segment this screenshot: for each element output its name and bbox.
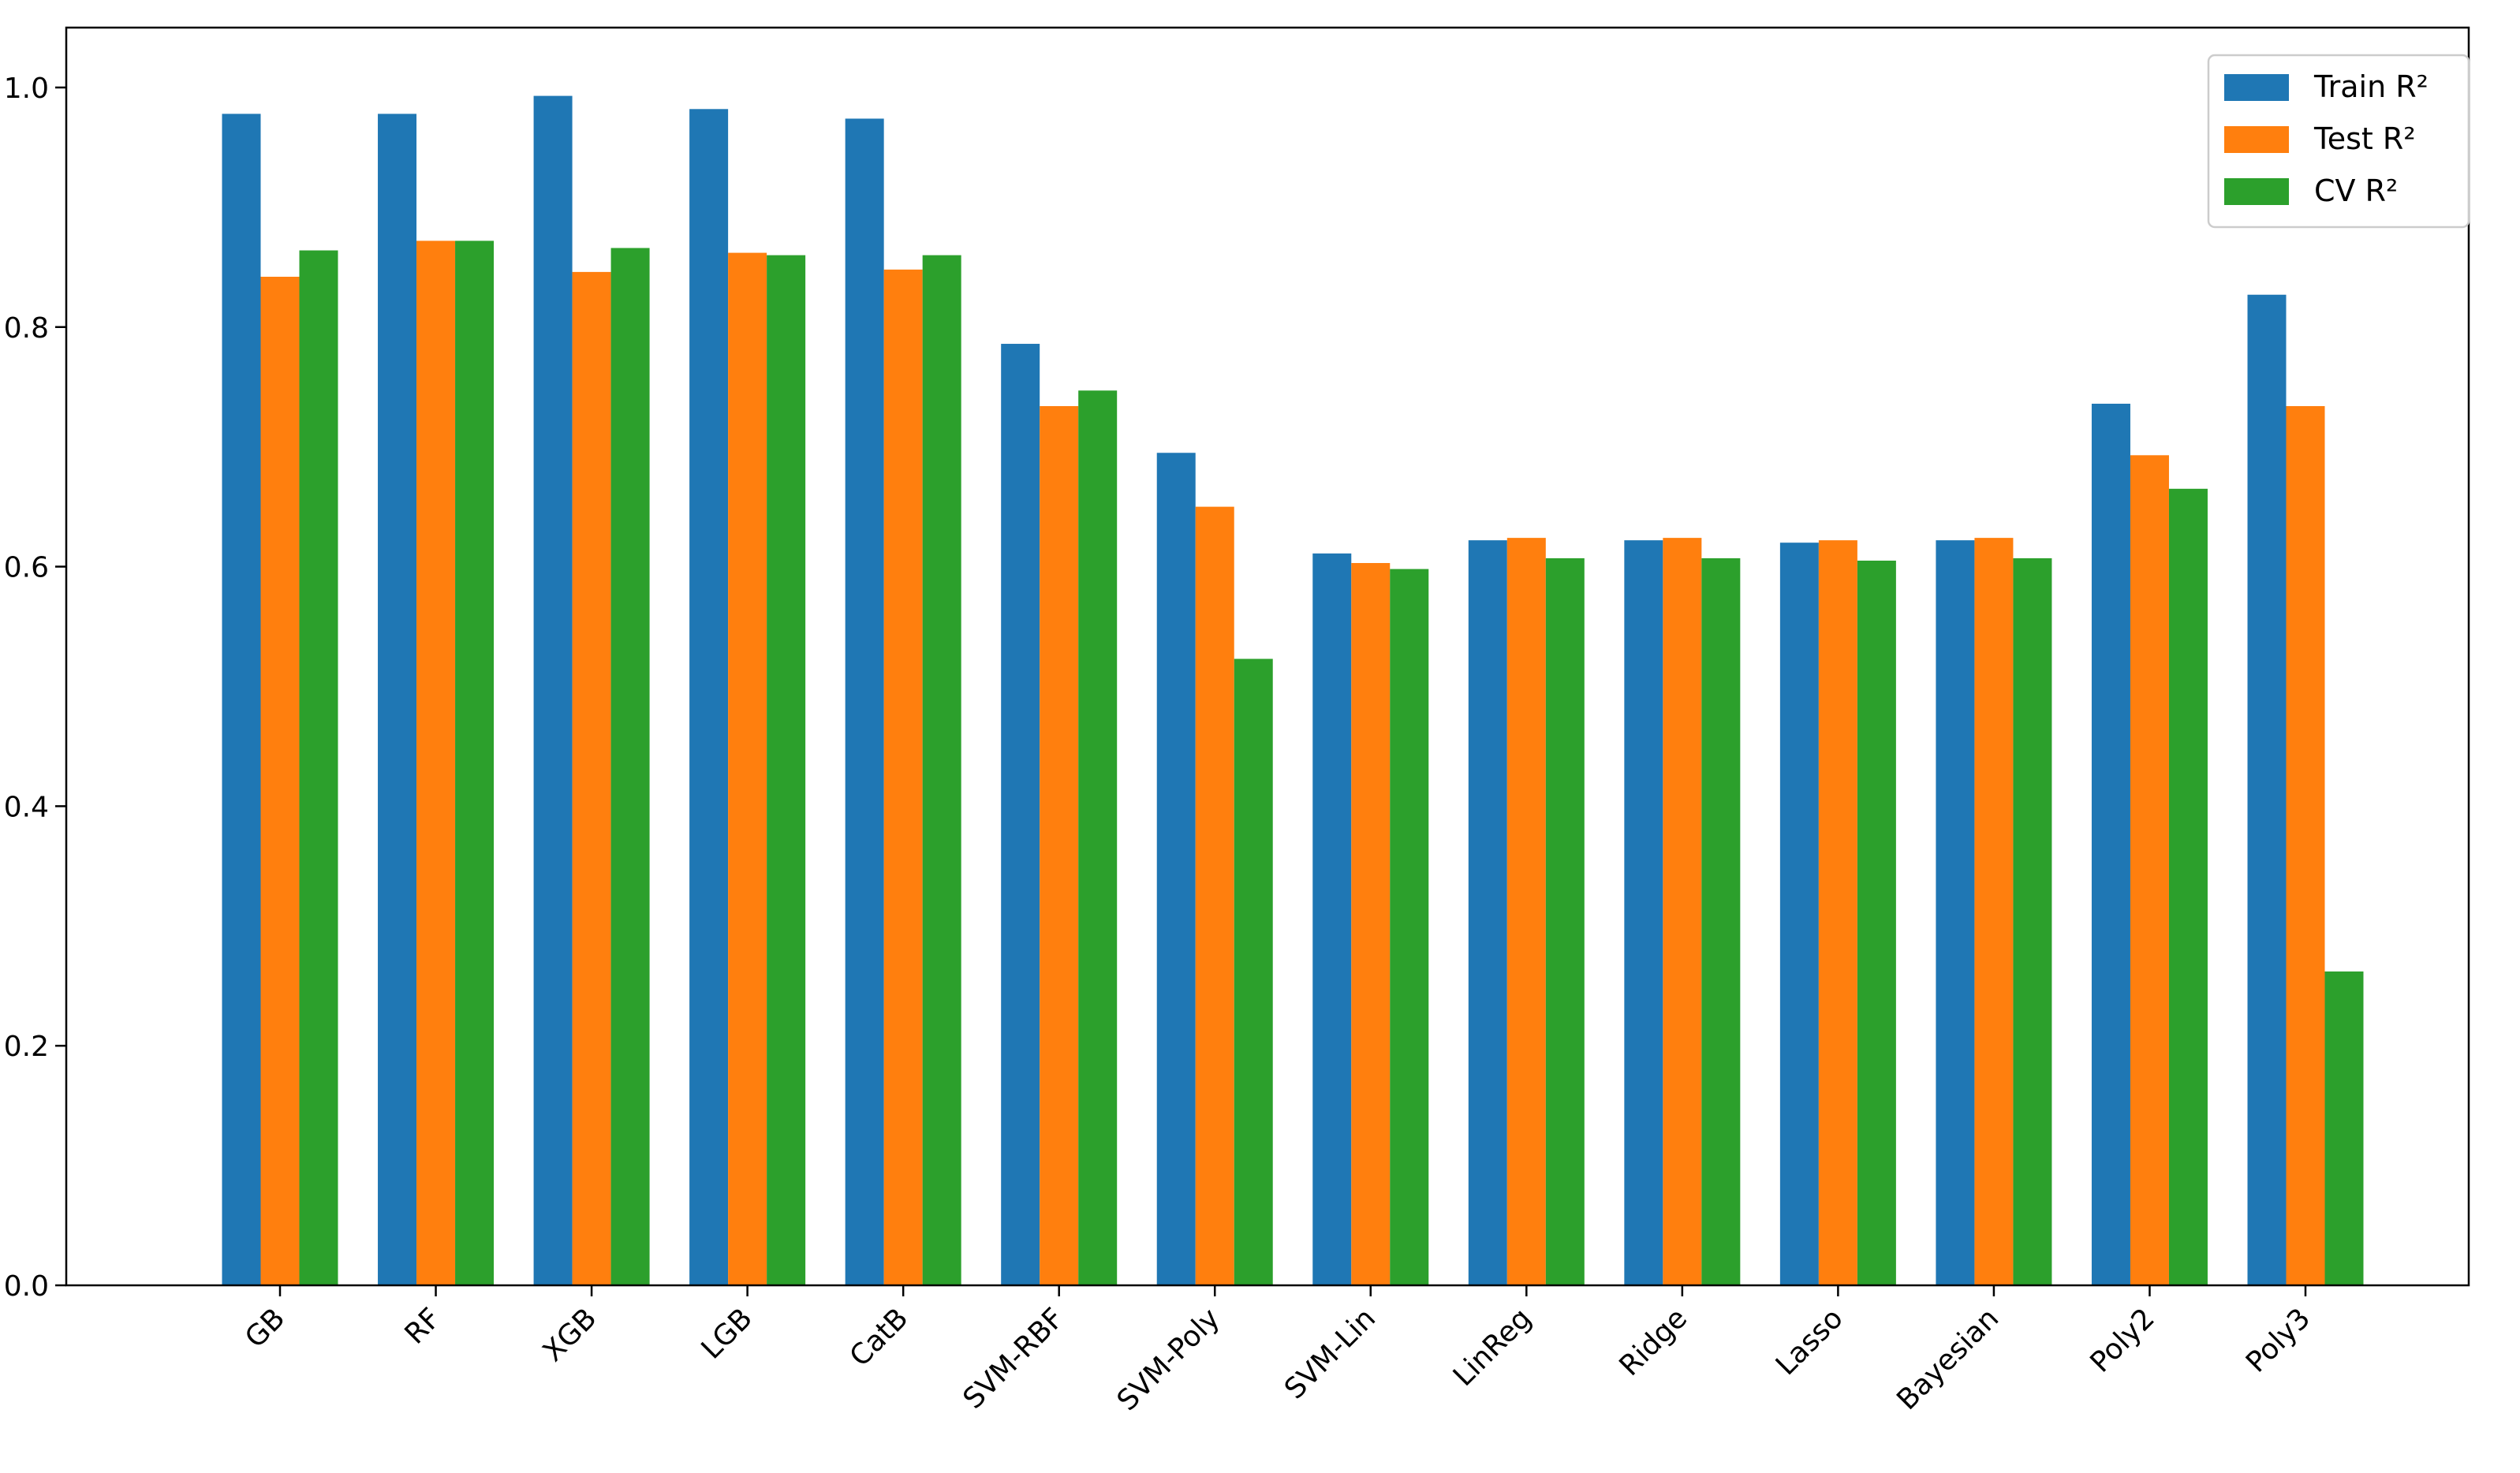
x-axis: GB RF XGB LGB CatB SVM-RBF SVM-Poly SVM-Lin LinR…: [239, 1285, 2317, 1417]
x-tick-label: SVM-Lin: [1279, 1302, 1382, 1405]
bar-gb-series-1: [222, 114, 261, 1285]
bar-bayesian-series-2: [1974, 538, 2014, 1285]
bar-poly3-series-3: [2324, 971, 2364, 1285]
x-tick-label: Ridge: [1613, 1302, 1693, 1382]
bar-ridge-series-1: [1624, 540, 1663, 1285]
x-tick-label: GB: [239, 1302, 291, 1354]
plot-area-frame: [65, 26, 2470, 1287]
x-tick-label: Bayesian: [1891, 1302, 2005, 1416]
bar-gb-series-2: [260, 276, 300, 1285]
bar-xgb-series-3: [610, 248, 650, 1285]
bar-poly3-series-1: [2247, 294, 2287, 1286]
bar-svm-rbf-series-1: [1001, 344, 1040, 1285]
bar-catb-series-3: [922, 255, 961, 1286]
bar-catb-series-2: [883, 269, 923, 1285]
x-tick-label: LinReg: [1447, 1302, 1538, 1393]
bar-rf-series-3: [455, 241, 495, 1285]
legend-swatch: [2224, 74, 2289, 101]
x-tick-label: SVM-RBF: [958, 1302, 1071, 1415]
bar-bayesian-series-1: [1936, 540, 1975, 1285]
bar-poly3-series-2: [2286, 406, 2325, 1285]
bar-linreg-series-3: [1545, 558, 1585, 1285]
bar-catb-series-1: [845, 118, 884, 1285]
bar-poly2-series-2: [2130, 455, 2169, 1285]
legend-swatch: [2224, 126, 2289, 153]
bar-lasso-series-1: [1779, 543, 1819, 1285]
bar-svm-lin-series-1: [1312, 553, 1352, 1285]
x-tick-label: RF: [399, 1302, 447, 1350]
y-tick-label: 0.0: [4, 1270, 49, 1303]
bar-svm-poly-series-2: [1195, 506, 1234, 1285]
bar-ridge-series-3: [1701, 558, 1741, 1285]
x-tick-label: SVM-Poly: [1111, 1302, 1226, 1417]
bar-poly2-series-1: [2091, 403, 2130, 1285]
bar-svm-rbf-series-2: [1040, 406, 1079, 1285]
y-tick-label: 0.8: [4, 312, 49, 345]
x-tick-label: Poly3: [2240, 1302, 2317, 1378]
bar-svm-poly-series-3: [1234, 658, 1273, 1285]
x-tick-label: XGB: [537, 1302, 603, 1368]
bar-gb-series-3: [299, 250, 338, 1285]
bar-svm-lin-series-3: [1390, 569, 1429, 1285]
y-tick-label: 0.2: [4, 1031, 49, 1063]
bar-svm-poly-series-1: [1156, 453, 1196, 1285]
legend-label: CV R²: [2314, 173, 2398, 208]
bar-linreg-series-1: [1468, 540, 1507, 1285]
bar-xgb-series-2: [572, 271, 611, 1285]
bar-rf-series-1: [378, 114, 417, 1285]
x-tick-label: LGB: [696, 1302, 759, 1365]
bar-svm-lin-series-2: [1351, 563, 1391, 1285]
bars-layer: [222, 95, 2364, 1286]
legend-label: Train R²: [2313, 69, 2429, 104]
x-tick-label: CatB: [844, 1302, 915, 1373]
y-tick-label: 0.4: [4, 791, 49, 823]
bar-ridge-series-2: [1663, 538, 1702, 1285]
bar-lasso-series-3: [1857, 560, 1896, 1285]
bar-bayesian-series-3: [2013, 558, 2052, 1285]
legend: Train R² Test R² CV R²: [2207, 54, 2470, 229]
bar-lgb-series-2: [728, 252, 767, 1286]
bar-svm-rbf-series-3: [1078, 390, 1118, 1285]
y-tick-label: 0.6: [4, 552, 49, 584]
x-tick-label: Poly2: [2084, 1302, 2160, 1378]
legend-label: Test R²: [2313, 121, 2416, 156]
y-tick-label: 1.0: [4, 73, 49, 105]
bar-lasso-series-2: [1818, 540, 1857, 1285]
x-tick-label: Lasso: [1770, 1302, 1850, 1382]
legend-swatch: [2224, 178, 2289, 205]
bar-lgb-series-3: [767, 255, 806, 1286]
bar-poly2-series-3: [2168, 488, 2208, 1285]
bar-lgb-series-1: [689, 109, 729, 1285]
bar-linreg-series-2: [1506, 538, 1546, 1285]
bar-rf-series-2: [416, 241, 456, 1285]
bar-xgb-series-1: [533, 95, 573, 1286]
y-axis: 0.0 0.2 0.4 0.6 0.8 1.0: [4, 73, 66, 1303]
